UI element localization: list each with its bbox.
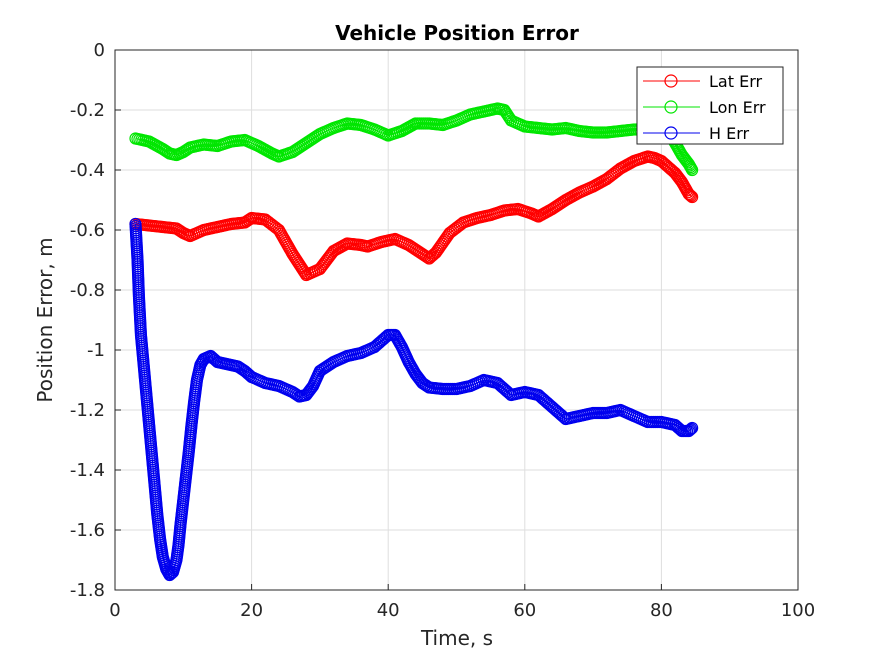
axes-box bbox=[114, 49, 799, 591]
y-tick-label: 0 bbox=[94, 40, 105, 61]
y-tick-label: -0.6 bbox=[70, 220, 105, 241]
y-tick-label: -0.2 bbox=[70, 100, 105, 121]
legend-box bbox=[636, 66, 784, 145]
series-layer bbox=[129, 102, 699, 582]
legend-marker-lon-err bbox=[664, 100, 678, 114]
x-tick-label: 100 bbox=[781, 600, 815, 621]
data-point-lat-err bbox=[686, 190, 699, 204]
series-h-err bbox=[129, 217, 699, 582]
data-point-h-err bbox=[684, 422, 698, 436]
x-tick-label: 40 bbox=[377, 600, 400, 621]
data-point-lon-err bbox=[684, 160, 697, 174]
legend-label-lat-err: Lat Err bbox=[709, 72, 762, 91]
legend-marker-lat-err bbox=[664, 74, 678, 88]
data-point-h-err bbox=[682, 424, 695, 438]
y-tick-label: -1.2 bbox=[70, 400, 105, 421]
y-tick-label: -1.4 bbox=[70, 460, 105, 481]
y-tick-label: -0.8 bbox=[70, 280, 105, 301]
data-point-lon-err bbox=[685, 162, 698, 175]
axis-ticks: 0 20 40 60 80 100 0 -0.2 -0.4 -0.6 -0.8 -1 -1.2 -1.4 -… bbox=[70, 40, 815, 621]
y-tick-label: -1.6 bbox=[70, 520, 105, 541]
y-axis-label: Position Error, m bbox=[33, 237, 57, 402]
data-point-lat-err bbox=[681, 186, 694, 199]
x-tick-label: 20 bbox=[240, 600, 263, 621]
x-tick-label: 80 bbox=[650, 600, 673, 621]
series-lat-err bbox=[129, 150, 699, 282]
legend-label-h-err: H Err bbox=[709, 124, 750, 143]
data-point-h-err bbox=[683, 423, 696, 437]
chart-title: Vehicle Position Error bbox=[335, 21, 579, 45]
legend-marker-h-err bbox=[664, 126, 678, 140]
data-point-lat-err bbox=[682, 187, 695, 201]
data-point-h-err bbox=[419, 379, 432, 392]
data-point-lat-err bbox=[683, 188, 696, 202]
x-axis-label: Time, s bbox=[420, 626, 493, 650]
y-tick-label: -1.8 bbox=[70, 580, 105, 601]
data-point-h-err bbox=[164, 567, 177, 581]
legend: Lat Err Lon Err H Err bbox=[636, 66, 784, 145]
x-tick-label: 0 bbox=[109, 600, 120, 621]
series-lon-err bbox=[129, 102, 699, 177]
x-tick-label: 60 bbox=[513, 600, 536, 621]
y-tick-label: -0.4 bbox=[70, 160, 105, 181]
legend-label-lon-err: Lon Err bbox=[709, 98, 766, 117]
data-point-lat-err bbox=[684, 189, 698, 203]
y-tick-label: -1 bbox=[87, 340, 105, 361]
data-point-lon-err bbox=[686, 163, 699, 177]
data-point-h-err bbox=[686, 421, 699, 435]
